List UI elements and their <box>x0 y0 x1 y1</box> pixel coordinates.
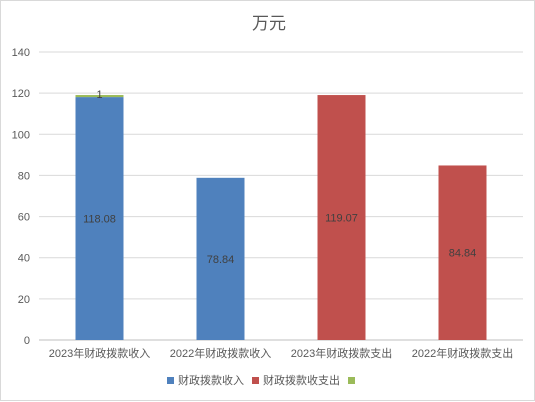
data-label: 1 <box>96 89 102 101</box>
data-label: 78.84 <box>207 254 235 266</box>
bar <box>438 165 487 340</box>
data-label: 119.07 <box>325 213 358 225</box>
y-axis-ticks: 0 20 40 60 80 100 120 140 <box>12 47 30 347</box>
x-category-label: 2022年财政拨款支出 <box>412 346 513 360</box>
y-tick-label: 100 <box>12 129 30 141</box>
legend-swatch <box>167 377 174 384</box>
legend-label: 财政拨款收入 <box>178 373 244 387</box>
y-tick-label: 80 <box>18 170 30 182</box>
x-category-label: 2023年财政拨款支出 <box>291 346 392 360</box>
legend-label: 财政拨款收支出 <box>263 373 340 387</box>
data-label: 84.84 <box>449 248 477 260</box>
y-tick-label: 20 <box>18 294 30 306</box>
legend-swatch <box>348 377 355 384</box>
legend-swatch <box>252 377 259 384</box>
chart-title: 万元 <box>252 14 286 33</box>
bar <box>75 95 124 98</box>
y-tick-label: 0 <box>24 335 30 347</box>
data-labels: 118.08 78.84 119.07 84.84 1 <box>83 89 476 266</box>
x-category-label: 2023年财政拨款收入 <box>49 346 150 360</box>
bar <box>196 177 245 340</box>
legend: 财政拨款收入 财政拨款收支出 <box>167 373 355 387</box>
bar <box>75 97 124 340</box>
bars <box>75 95 487 340</box>
y-tick-label: 120 <box>12 88 30 100</box>
x-axis-categories: 2023年财政拨款收入 2022年财政拨款收入 2023年财政拨款支出 2022年财政… <box>49 346 513 360</box>
data-label: 118.08 <box>83 214 116 226</box>
bar <box>317 95 366 340</box>
y-tick-label: 140 <box>12 47 30 59</box>
y-tick-label: 40 <box>18 253 30 265</box>
y-tick-label: 60 <box>18 212 30 224</box>
x-category-label: 2022年财政拨款收入 <box>170 346 271 360</box>
